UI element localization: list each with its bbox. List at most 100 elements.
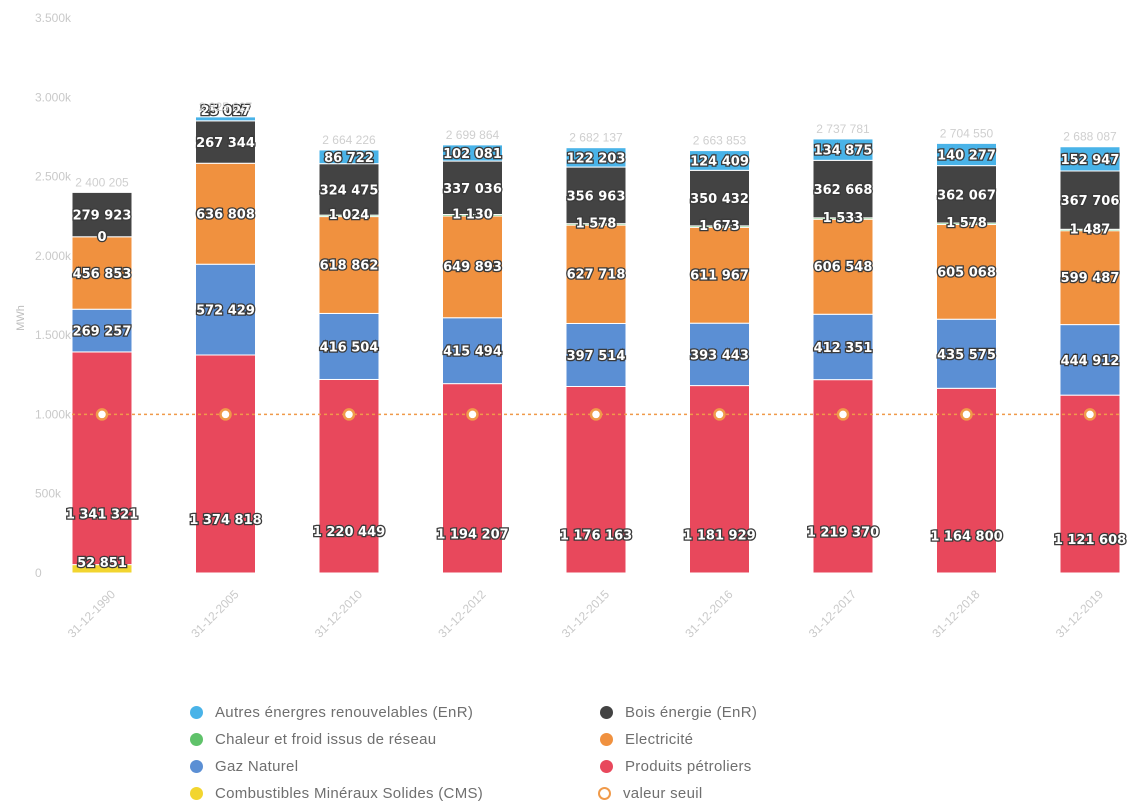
- bar-segment: [812, 217, 874, 315]
- data-label: 152 947: [1061, 153, 1120, 168]
- data-label: 1 578: [946, 216, 987, 231]
- x-tick-label: 31-12-2019: [1053, 587, 1107, 641]
- bar-segment: [689, 322, 750, 387]
- bar-segment: [195, 354, 256, 574]
- data-label: 350 432: [690, 192, 749, 207]
- y-tick-label: 2.000k: [35, 249, 72, 263]
- bar-segment: [1059, 146, 1121, 172]
- legend-item-produits-petroliers[interactable]: Produits pétroliers: [600, 758, 752, 775]
- data-label: 362 668: [814, 183, 873, 198]
- data-label: 618 862: [320, 258, 379, 273]
- threshold-point: [95, 408, 109, 421]
- bar-segment: [71, 236, 133, 310]
- data-label: 636 808: [196, 208, 255, 223]
- x-tick-label: 31-12-2012: [435, 587, 489, 641]
- legend-dot-icon: [190, 787, 203, 800]
- data-label: 1 130: [452, 208, 493, 223]
- legend-label: Chaleur et froid issus de réseau: [215, 731, 437, 748]
- bar-segment: [195, 120, 256, 164]
- data-label: 611 967: [690, 269, 749, 284]
- threshold-point: [466, 408, 479, 421]
- data-label: 1 194 207: [436, 527, 508, 542]
- bar-segment: [565, 147, 627, 168]
- total-label: 2 704 550: [940, 126, 994, 140]
- data-label: 337 036: [443, 182, 502, 197]
- data-label: 1 487: [1070, 222, 1111, 237]
- data-label: 124 409: [690, 154, 749, 169]
- data-label: 393 443: [690, 348, 749, 363]
- total-label: 2 400 205: [75, 175, 129, 189]
- x-tick-label: 31-12-2018: [929, 587, 983, 641]
- y-tick-label: 2.500k: [35, 170, 72, 184]
- legend-item-valeur-seuil[interactable]: valeur seuil: [598, 785, 702, 802]
- bar-segment: [812, 159, 874, 219]
- threshold-point: [960, 408, 973, 421]
- x-tick-label: 31-12-1990: [65, 587, 119, 641]
- data-label: 52 851: [77, 556, 127, 571]
- data-label: 1 533: [823, 211, 864, 226]
- y-tick-label: 1.500k: [35, 328, 72, 342]
- legend-label: valeur seuil: [623, 785, 703, 802]
- bar-segment: [442, 144, 503, 162]
- y-tick-label: 3.500k: [35, 11, 72, 25]
- bar-segment: [565, 223, 627, 324]
- bar-segment: [1059, 394, 1121, 574]
- bar-segment: [689, 169, 750, 227]
- data-label: 1 181 929: [683, 528, 755, 543]
- data-label: 1 164 800: [930, 530, 1002, 545]
- chart-canvas: 0 500k 1.000k 1.500k 2.000k 2.500k 3.000k 3.500…: [15, 11, 1127, 641]
- bar-segment: [936, 318, 997, 389]
- threshold-point: [713, 408, 726, 421]
- threshold-point: [219, 408, 232, 421]
- bar-segment: [195, 116, 256, 122]
- bar-segment: [1059, 229, 1121, 326]
- data-label: 1 220 449: [313, 525, 385, 540]
- data-label: 140 277: [937, 148, 996, 163]
- legend-item-cms[interactable]: Combustibles Minéraux Solides (CMS): [190, 785, 483, 802]
- legend-item-gaz-naturel[interactable]: Gaz Naturel: [190, 758, 298, 775]
- total-label: 2 699 864: [446, 128, 500, 142]
- legend-item-electricite[interactable]: Electricité: [600, 731, 693, 748]
- data-label: 416 504: [320, 340, 379, 355]
- data-label: 1 374 818: [189, 513, 261, 528]
- total-label: 2 682 137: [569, 131, 623, 145]
- x-tick-label: 31-12-2016: [682, 587, 736, 641]
- bar-segment: [318, 163, 380, 216]
- data-label: 86 722: [324, 151, 374, 166]
- y-tick-label: 1.000k: [35, 407, 72, 421]
- legend-label: Electricité: [625, 731, 694, 748]
- data-label: 324 475: [320, 183, 379, 198]
- data-label: 456 853: [73, 267, 132, 282]
- data-label: 606 548: [814, 260, 873, 275]
- data-label: 367 706: [1061, 194, 1120, 209]
- data-label: 279 923: [73, 209, 132, 224]
- legend-item-autres-enr[interactable]: Autres énergres renouvelables (EnR): [190, 704, 473, 721]
- total-label: 2 688 087: [1063, 130, 1117, 144]
- legend-label: Produits pétroliers: [625, 758, 752, 775]
- legend-item-chaleur-froid[interactable]: Chaleur et froid issus de réseau: [190, 731, 436, 748]
- bar-segment: [812, 313, 874, 381]
- legend-dot-icon: [190, 733, 203, 746]
- legend-label: Autres énergres renouvelables (EnR): [215, 704, 474, 721]
- bar-segment: [71, 308, 133, 353]
- x-tick-label: 31-12-2015: [559, 587, 613, 641]
- legend-dot-icon: [190, 760, 203, 773]
- total-label: 2 664 226: [322, 133, 376, 147]
- bar-segment: [1059, 170, 1121, 230]
- bar-segment: [689, 150, 750, 171]
- legend-item-bois-energie[interactable]: Bois énergie (EnR): [600, 704, 757, 721]
- data-label: 627 718: [567, 268, 626, 283]
- bar-segment: [318, 149, 380, 165]
- data-label: 1 219 370: [807, 525, 879, 540]
- bar-segment: [812, 138, 874, 161]
- bar-segment: [442, 160, 503, 216]
- bar-segment: [442, 317, 503, 385]
- legend-dot-icon: [190, 706, 203, 719]
- data-label: 269 257: [73, 325, 132, 340]
- bar-segment: [71, 191, 133, 238]
- x-tick-label: 31-12-2017: [806, 587, 860, 641]
- data-label: 0: [97, 230, 106, 245]
- threshold-point: [342, 408, 356, 421]
- data-label: 267 344: [196, 136, 255, 151]
- data-label: 1 024: [329, 208, 370, 223]
